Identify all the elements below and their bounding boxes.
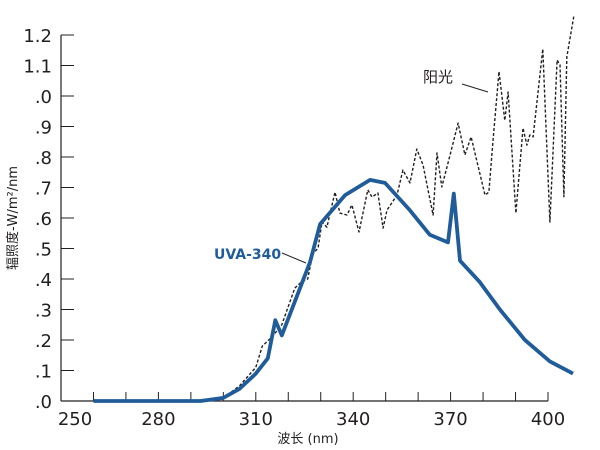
axes: .0 .1 .2 .3 .4 .5 .6 .7 .8 .9 .0 1.1 1.2 250 280 310 340…: [23, 26, 565, 430]
sunlight-label: 阳光: [423, 68, 453, 86]
uva-340-leader: [281, 252, 307, 264]
x-tick-label: 370: [433, 409, 467, 430]
y-tick-label: 1.2: [23, 26, 52, 47]
y-tick-label: .7: [35, 179, 52, 200]
y-tick-label: .5: [35, 240, 52, 261]
x-tick-label: 400: [531, 409, 565, 430]
annotations: UVA-340 阳光: [214, 68, 489, 264]
y-tick-label: .1: [35, 362, 52, 383]
series-layer: [93, 15, 575, 403]
y-tick-label: .4: [35, 270, 52, 291]
y-tick-label: .9: [35, 118, 52, 139]
y-tick-label: .0: [35, 392, 52, 413]
uva-340-line: [93, 177, 574, 403]
y-tick-label: .3: [35, 301, 52, 322]
sunlight-leader: [461, 83, 489, 93]
y-tick-label: .0: [35, 87, 52, 108]
x-tick-label: 250: [58, 409, 92, 430]
uva-340-label: UVA-340: [214, 247, 281, 263]
sunlight-line: [222, 15, 575, 399]
x-axis-title: 波长 (nm): [277, 432, 338, 447]
x-tick-label: 340: [336, 409, 370, 430]
y-tick-label: .8: [35, 148, 52, 169]
y-axis-title: 辐照度-W/m²/nm: [5, 166, 21, 270]
x-tick-label: 310: [239, 409, 273, 430]
y-tick-label: .6: [35, 209, 52, 230]
x-tick-label: 280: [141, 409, 175, 430]
y-tick-label: .2: [35, 331, 52, 352]
y-tick-label: 1.1: [23, 57, 52, 78]
